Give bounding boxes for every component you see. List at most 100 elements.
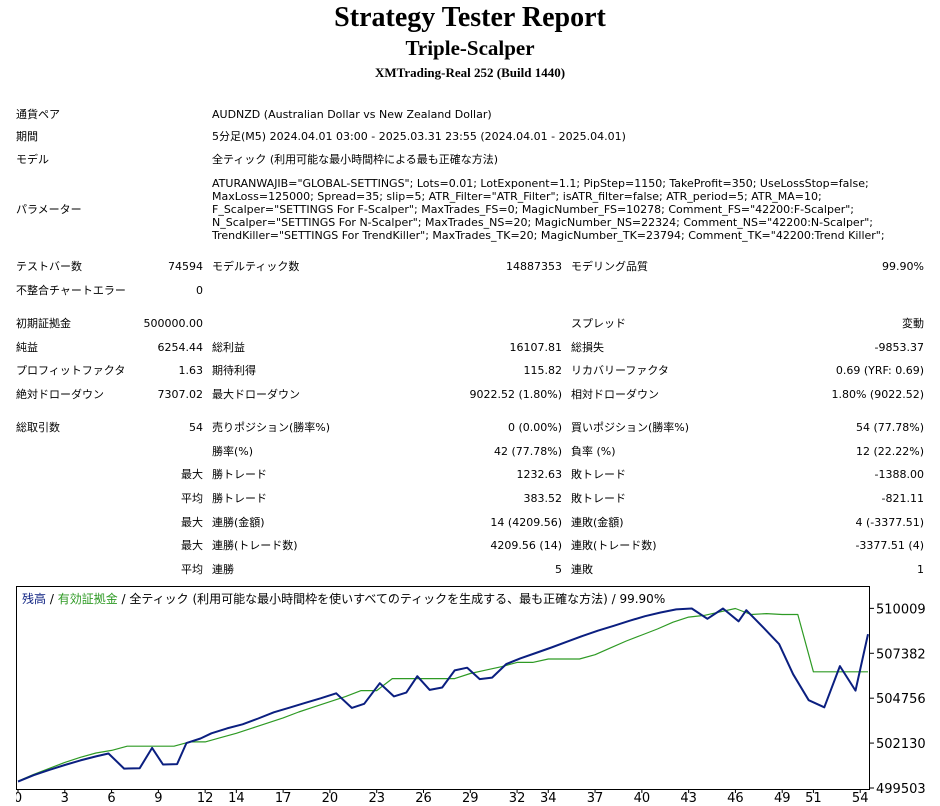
x-tick-label: 14 [228, 791, 245, 804]
report-title: Strategy Tester Report [334, 2, 606, 33]
x-tick-label: 0 [16, 791, 22, 804]
period-value: 5分足(M5) 2024.04.01 03:00 - 2025.03.31 23… [212, 130, 626, 143]
model-label: モデル [16, 153, 49, 166]
cons-wins-money-label: 連勝(金額) [212, 516, 265, 529]
legend-separator: / [46, 592, 58, 606]
balance-line [17, 607, 869, 783]
x-tick-label: 12 [197, 791, 214, 804]
long-label: 買いポジション(勝率%) [571, 421, 690, 434]
x-tick-label: 40 [634, 791, 651, 804]
max-label: 最大 [181, 468, 203, 481]
x-axis: 0 3 6 9 12 14 17 20 23 26 29 32 34 37 40 43 46 49 51 54 [16, 789, 868, 804]
abs-dd-label: 絶対ドローダウン [16, 388, 104, 401]
x-tick-label: 51 [805, 791, 822, 804]
chart-legend: 残高 / 有効証拠金 / 全ティック (利用可能な最小時間枠を使いすべてのティッ… [22, 591, 665, 606]
params-value: ATURANWAJIB="GLOBAL-SETTINGS"; Lots=0.01… [212, 177, 885, 242]
cons-wins-money-value: 14 (4209.56) [490, 516, 562, 529]
max-dd-label: 最大ドローダウン [212, 388, 300, 401]
win-label: 勝率(%) [212, 445, 254, 458]
symbol-value: AUDNZD (Australian Dollar vs New Zealand… [212, 108, 492, 121]
x-tick-label: 3 [61, 791, 69, 804]
ticks-label: モデルティック数 [212, 260, 300, 273]
avg-cons-wins-label: 連勝 [212, 563, 234, 576]
x-tick-label: 46 [727, 791, 744, 804]
model-value: 全ティック (利用可能な最小時間枠による最も正確な方法) [212, 153, 499, 166]
largest-loss-label: 敗トレード [571, 468, 626, 481]
legend-description: / 全ティック (利用可能な最小時間枠を使いすべてのティックを生成する、最も正確… [118, 591, 666, 606]
x-tick-label: 29 [462, 791, 479, 804]
symbol-label: 通貨ペア [16, 108, 60, 121]
avg-loss-label: 敗トレード [571, 492, 626, 505]
net-value: 6254.44 [157, 341, 204, 354]
deposit-label: 初期証拠金 [16, 317, 71, 330]
cons-losses-count-label: 連敗(トレード数) [571, 539, 657, 552]
avg-label: 平均 [181, 563, 203, 576]
loss-value: 12 (22.22%) [855, 445, 924, 458]
x-tick-label: 54 [852, 791, 869, 804]
rel-dd-label: 相対ドローダウン [571, 388, 659, 401]
short-label: 売りポジション(勝率%) [212, 421, 331, 434]
server-info: XMTrading-Real 252 (Build 1440) [374, 65, 566, 80]
bars-label: テストバー数 [16, 260, 82, 273]
errors-value: 0 [196, 284, 203, 297]
avg-label: 平均 [181, 492, 203, 505]
x-tick-label: 17 [275, 791, 292, 804]
x-tick-label: 20 [322, 791, 339, 804]
x-tick-label: 9 [154, 791, 162, 804]
series-layer [17, 607, 869, 783]
x-tick-label: 32 [509, 791, 526, 804]
x-tick-label: 49 [774, 791, 791, 804]
gross-profit-label: 総利益 [212, 341, 245, 354]
rel-dd-value: 1.80% (9022.52) [831, 388, 924, 401]
net-label: 純益 [16, 341, 38, 354]
recovery-label: リカバリーファクタ [571, 364, 669, 377]
deposit-value: 500000.00 [143, 317, 204, 330]
loss-label: 負率 (%) [571, 445, 616, 458]
expert-name: Triple-Scalper [405, 36, 535, 60]
x-tick-label: 37 [587, 791, 604, 804]
pf-label: プロフィットファクタ [16, 364, 126, 377]
cons-losses-money-label: 連敗(金額) [571, 516, 624, 529]
max-label: 最大 [181, 516, 203, 529]
cons-wins-count-label: 連勝(トレード数) [212, 539, 298, 552]
pf-value: 1.63 [178, 364, 204, 377]
params-line: ATURANWAJIB="GLOBAL-SETTINGS"; Lots=0.01… [212, 177, 869, 190]
avg-cons-losses-label: 連敗 [571, 563, 593, 576]
avg-win-label: 勝トレード [212, 492, 267, 505]
x-tick-label: 26 [415, 791, 432, 804]
y-tick-label: 510009 [876, 602, 926, 617]
y-tick-label: 504756 [876, 692, 926, 707]
expected-value: 115.82 [523, 364, 563, 377]
avg-cons-losses-value: 1 [917, 563, 924, 576]
trades-label: 総取引数 [16, 421, 60, 434]
y-axis: 499503 502130 504756 507382 510009 [869, 602, 926, 797]
long-value: 54 (77.78%) [855, 421, 924, 434]
spread-value: 変動 [902, 317, 924, 330]
ticks-value: 14887353 [506, 260, 562, 273]
gross-loss-label: 総損失 [571, 341, 604, 354]
x-tick-label: 34 [540, 791, 557, 804]
expected-label: 期待利得 [212, 364, 256, 377]
cons-losses-count-value: -3377.51 (4) [855, 539, 924, 552]
largest-win-label: 勝トレード [212, 468, 267, 481]
short-value: 0 (0.00%) [507, 421, 562, 434]
bars-value: 74594 [168, 260, 203, 273]
legend-balance: 残高 [22, 591, 46, 606]
trades-value: 54 [189, 421, 203, 434]
y-tick-label: 499503 [876, 782, 926, 797]
avg-win-value: 383.52 [523, 492, 563, 505]
x-tick-label: 6 [107, 791, 115, 804]
equity-line [17, 607, 868, 782]
gross-profit-value: 16107.81 [509, 341, 563, 354]
params-label: パラメーター [16, 203, 82, 216]
balance-equity-chart: 残高 / 有効証拠金 / 全ティック (利用可能な最小時間枠を使いすべてのティッ… [16, 586, 926, 804]
avg-loss-value: -821.11 [881, 492, 924, 505]
params-line: F_Scalper="SETTINGS For F-Scalper"; MaxT… [212, 203, 855, 216]
spread-label: スプレッド [571, 317, 626, 330]
params-line: N_Scalper="SETTINGS For N-Scalper"; MaxT… [212, 216, 873, 229]
params-line: MaxLoss=125000; Spread=35; slip=5; ATR_F… [212, 190, 822, 203]
y-tick-label: 507382 [876, 647, 926, 662]
win-value: 42 (77.78%) [493, 445, 562, 458]
largest-win-value: 1232.63 [516, 468, 563, 481]
quality-value: 99.90% [882, 260, 924, 273]
